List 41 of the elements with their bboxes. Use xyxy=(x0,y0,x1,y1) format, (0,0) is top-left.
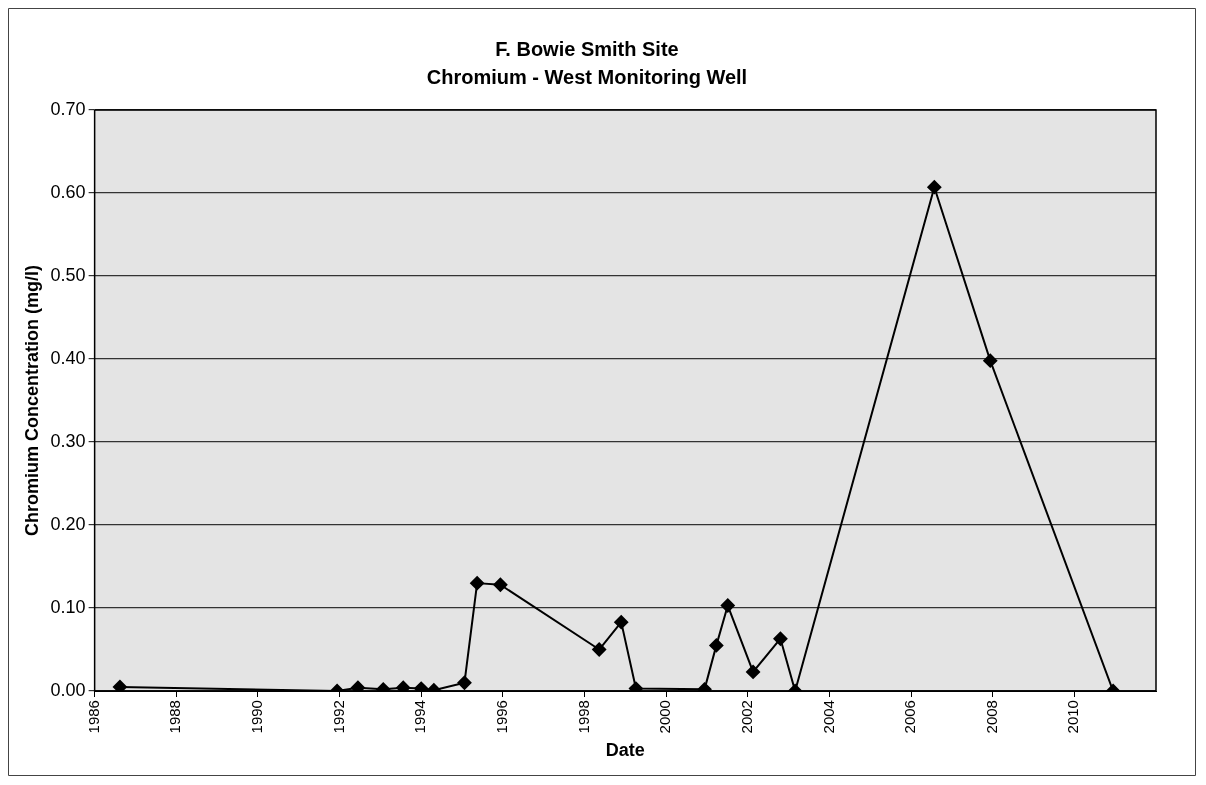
point xyxy=(927,180,942,195)
y-tick-label: 0.60 xyxy=(50,181,86,202)
point xyxy=(112,679,127,692)
point xyxy=(628,681,643,692)
x-tick-label: 2004 xyxy=(819,700,837,734)
chart-title: F. Bowie Smith Site xyxy=(495,37,679,60)
point xyxy=(396,680,411,692)
y-axis-title: Chromium Concentration (mg/l) xyxy=(21,265,42,537)
point xyxy=(493,577,508,592)
x-tick-label: 2010 xyxy=(1064,700,1082,734)
x-tick-label: 1992 xyxy=(329,700,347,734)
point xyxy=(746,664,761,679)
y-tick-label: 0.30 xyxy=(50,430,86,451)
y-tick-label: 0.00 xyxy=(50,680,86,700)
point xyxy=(773,631,788,646)
y-tick-label: 0.20 xyxy=(50,513,86,534)
x-tick-label: 1990 xyxy=(248,700,266,734)
y-tick-label: 0.40 xyxy=(50,347,86,368)
x-tick-label: 1998 xyxy=(574,700,592,734)
point xyxy=(983,353,998,368)
x-axis-title: Date xyxy=(605,740,645,761)
x-tick-label: 2002 xyxy=(737,700,755,734)
x-tick-label: 2006 xyxy=(901,700,919,734)
y-tick-label: 0.10 xyxy=(50,597,86,617)
x-tick-label: 1994 xyxy=(411,700,429,734)
y-tick-label: 0.50 xyxy=(50,264,86,285)
point xyxy=(709,638,724,653)
x-tick-label: 1988 xyxy=(166,700,184,734)
x-tick-label: 2000 xyxy=(656,700,674,734)
point xyxy=(614,615,629,630)
x-tick-label: 1986 xyxy=(84,700,102,734)
x-tick-label: 2008 xyxy=(982,700,1000,734)
x-tick-label: 1996 xyxy=(492,700,510,734)
point xyxy=(414,681,429,692)
y-tick-label: 0.70 xyxy=(50,98,86,119)
point xyxy=(457,675,472,690)
point xyxy=(592,642,607,657)
chart-subtitle: Chromium - West Monitoring Well xyxy=(426,65,748,88)
point xyxy=(350,680,365,692)
point xyxy=(470,576,485,591)
point xyxy=(720,598,735,613)
